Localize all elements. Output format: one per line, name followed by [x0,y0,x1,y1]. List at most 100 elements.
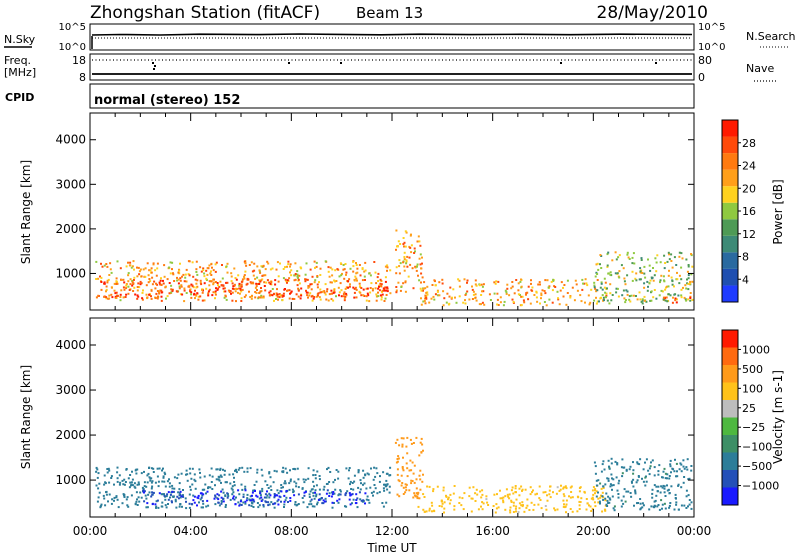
echo-cell-region-1 [253,500,256,503]
echo-cell-region-0 [312,480,315,483]
station-title: Zhongshan Station (fitACF) [90,3,320,23]
echo-cell-region-0 [283,482,286,485]
echo-cell-region-1 [256,289,258,291]
echo-cell-region-0 [373,466,376,469]
echo-cell-region-4 [666,489,669,492]
echo-cell-region-0 [280,484,283,486]
echo-cell-region-0 [143,470,145,473]
nave-dropouts [152,62,657,70]
echo-cell-region-3 [569,508,572,510]
echo-cell-region-0 [184,497,187,500]
echo-cell-region-0 [211,488,214,490]
echo-cell-region-4 [667,293,670,296]
echo-cell-region-1 [273,495,276,497]
echo-cell-region-4 [676,475,679,478]
echo-cell-region-4 [661,486,664,489]
echo-cell-region-0 [201,494,204,497]
echo-cell-region-0 [295,293,298,296]
echo-cell-region-4 [594,275,597,278]
echo-cell-region-4 [675,497,677,500]
echo-cell-region-1 [297,493,300,496]
echo-cell-region-0 [138,270,141,273]
echo-cell-region-0 [307,477,310,480]
echo-cell-region-1 [150,289,153,292]
echo-cell-region-0 [214,503,217,506]
echo-cell-region-1 [232,495,235,498]
echo-cell-region-0 [340,274,343,277]
echo-cell-region-0 [368,272,371,275]
echo-cell-region-0 [345,273,347,276]
echo-cell-region-3 [592,493,595,496]
echo-cell-region-3 [512,301,515,303]
echo-cell-region-0 [163,264,166,267]
echo-cell-region-2 [421,262,423,265]
echo-cell-region-3 [565,303,568,306]
echo-cell-region-0 [97,487,100,490]
colorbar-tick-label: 25 [742,402,756,415]
echo-cell-region-1 [190,291,193,294]
echo-cell-region-4 [662,275,665,278]
echo-cell-region-3 [591,507,594,510]
velocity-plot-area [90,318,694,517]
echo-cell-region-0 [262,265,265,268]
echo-cell-region-3 [460,504,463,507]
echo-cell-region-4 [661,507,663,510]
echo-cell-region-1 [166,493,169,496]
echo-cell-region-1 [356,497,359,500]
echo-cell-region-3 [521,501,524,504]
echo-cell-region-2 [410,469,413,472]
echo-cell-region-0 [218,285,221,288]
echo-cell-region-4 [649,279,652,282]
echo-cell-region-3 [532,489,534,492]
echo-cell-region-1 [136,294,139,297]
echo-cell-region-2 [396,468,399,471]
echo-cell-region-2 [420,272,423,275]
echo-cell-region-1 [300,287,303,290]
echo-cell-region-0 [353,474,356,477]
echo-cell-region-4 [657,473,660,476]
echo-cell-region-3 [481,285,484,288]
echo-cell-region-0 [170,291,173,294]
echo-cell-region-0 [349,483,351,486]
echo-cell-region-4 [614,251,617,254]
echo-cell-region-0 [95,466,98,469]
echo-cell-region-3 [520,295,523,298]
echo-cell-region-0 [312,494,315,497]
echo-cell-region-1 [224,290,227,293]
echo-cell-region-1 [293,279,296,282]
echo-cell-region-1 [154,503,157,506]
echo-cell-region-2 [403,251,406,254]
echo-cell-region-1 [182,495,185,498]
echo-cell-region-4 [610,299,613,302]
echo-cell-region-1 [160,284,163,286]
echo-cell-region-0 [160,505,163,508]
echo-cell-region-3 [548,298,551,301]
echo-cell-region-3 [438,281,441,284]
echo-cell-region-1 [272,503,275,506]
echo-cell-region-0 [150,267,153,270]
echo-cell-region-2 [399,289,402,292]
echo-cell-region-4 [602,498,605,501]
echo-cell-region-0 [346,490,349,493]
echo-cell-region-1 [142,490,144,493]
echo-cell-region-0 [254,286,257,289]
echo-cell-region-4 [680,463,683,466]
echo-cell-region-3 [552,491,554,494]
echo-cell-region-0 [107,467,110,470]
echo-cell-region-1 [245,283,248,286]
echo-cell-region-0 [339,489,342,492]
echo-cell-region-1 [128,289,131,291]
echo-cell-region-3 [481,508,484,511]
echo-cell-region-2 [411,267,414,270]
echo-cell-region-4 [606,253,609,256]
echo-cell-region-1 [322,290,325,293]
echo-cell-region-0 [319,498,322,501]
echo-cell-region-1 [296,284,299,287]
echo-cell-region-1 [222,287,225,290]
echo-cell-region-1 [119,296,122,298]
echo-cell-region-3 [481,290,483,293]
echo-cell-region-0 [282,277,285,280]
echo-cell-region-0 [127,272,130,275]
echo-cell-region-3 [432,488,435,491]
